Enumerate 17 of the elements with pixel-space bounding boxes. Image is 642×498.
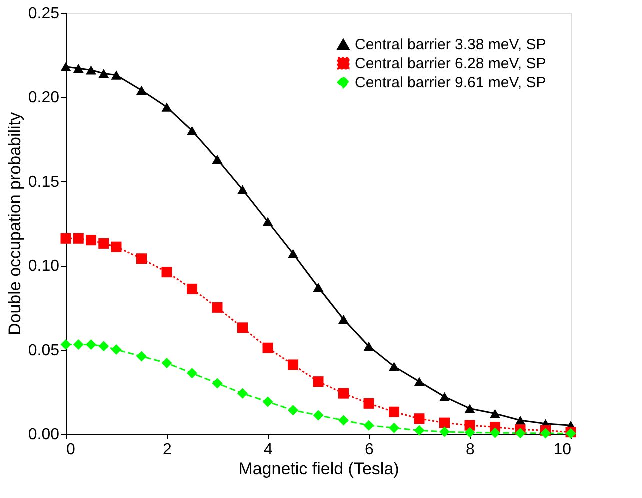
y-tick-label: 0.10 — [28, 258, 60, 276]
x-axis-title: Magnetic field (Tesla) — [238, 460, 400, 478]
legend-label: Central barrier 9.61 meV, SP — [355, 74, 546, 92]
y-tick-label: 0.05 — [28, 342, 60, 360]
x-tick-label: 2 — [163, 442, 172, 458]
y-tick-label: 0.25 — [28, 6, 60, 22]
y-axis-title: Double occupation probability — [5, 112, 24, 336]
y-tick-label: 0.00 — [28, 426, 60, 444]
x-tick-label: 10 — [554, 442, 572, 458]
x-tick-label: 8 — [466, 442, 476, 458]
legend-label: Central barrier 3.38 meV, SP — [355, 36, 546, 54]
legend-label: Central barrier 6.28 meV, SP — [355, 56, 546, 72]
x-tick-label: 6 — [365, 442, 374, 458]
y-tick-label: 0.15 — [28, 174, 60, 191]
x-tick-label: 4 — [264, 442, 274, 458]
y-tick-label: 0.20 — [28, 90, 60, 107]
x-tick-label: 0 — [66, 442, 76, 458]
